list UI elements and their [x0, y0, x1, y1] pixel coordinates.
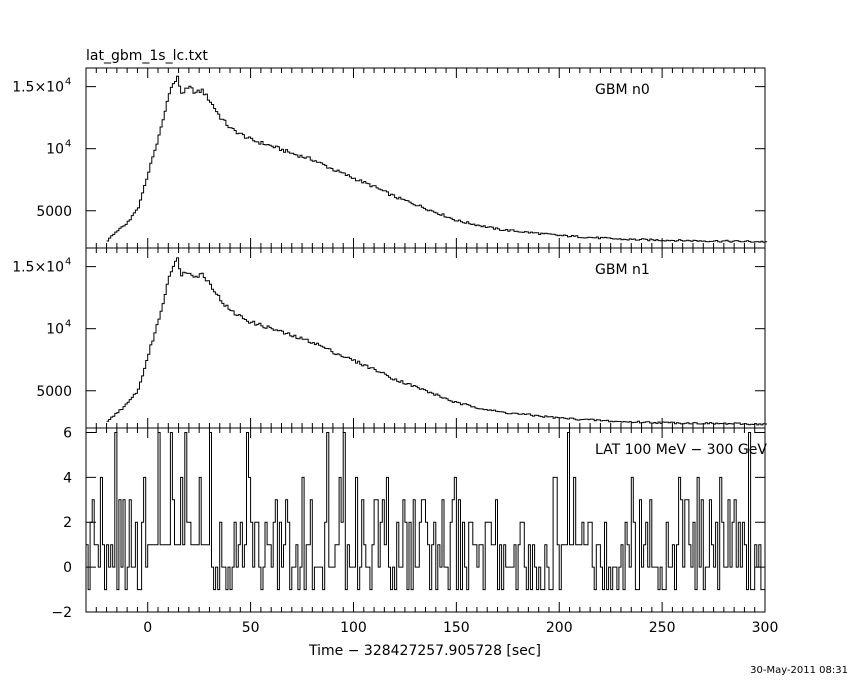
panel-2-ytick-label: 1.5×10 — [12, 260, 64, 276]
panel-1-ytick-label: 1.5×10 — [12, 80, 64, 96]
panel-3-ytick-label: −2 — [51, 605, 72, 621]
panel-3-ytick-label: 2 — [63, 515, 72, 531]
panel-2-ytick-label: 5000 — [36, 384, 72, 400]
panel-1-ytick-label: 5000 — [36, 204, 72, 220]
xtick-label: 100 — [340, 620, 367, 636]
panel-3-ytick-label: 6 — [63, 425, 72, 441]
panel-3-ytick-label: 0 — [63, 560, 72, 576]
panel-3-series-line — [86, 432, 765, 591]
panel-2-ytick-exponent: 4 — [65, 257, 71, 268]
chart-title: lat_gbm_1s_lc.txt — [86, 48, 208, 64]
panel-1-annotation: GBM n0 — [595, 82, 650, 98]
xtick-label: 0 — [143, 620, 152, 636]
xtick-label: 50 — [242, 620, 260, 636]
panel-3-ytick-label: 4 — [63, 470, 72, 486]
panel-2-series-line — [106, 257, 768, 426]
panel-2-ytick-label: 10 — [46, 322, 64, 338]
x-axis-label: Time − 328427257.905728 [sec] — [308, 643, 541, 659]
panel-2-annotation: GBM n1 — [595, 262, 650, 278]
xtick-label: 200 — [546, 620, 573, 636]
xtick-label: 250 — [649, 620, 676, 636]
panel-1-ytick-label: 10 — [46, 142, 64, 158]
panel-2-frame — [85, 247, 766, 429]
panel-3-annotation: LAT 100 MeV − 300 GeV — [595, 442, 767, 458]
panel-1-ytick-exponent: 4 — [65, 77, 71, 88]
panel-1-ytick-exponent: 4 — [65, 139, 71, 150]
panel-1-frame — [85, 67, 766, 249]
xtick-label: 300 — [752, 620, 779, 636]
xtick-label: 150 — [443, 620, 470, 636]
panel-1-series-line — [106, 75, 768, 243]
timestamp: 30-May-2011 08:31 — [750, 665, 848, 676]
panel-2-ytick-exponent: 4 — [65, 319, 71, 330]
